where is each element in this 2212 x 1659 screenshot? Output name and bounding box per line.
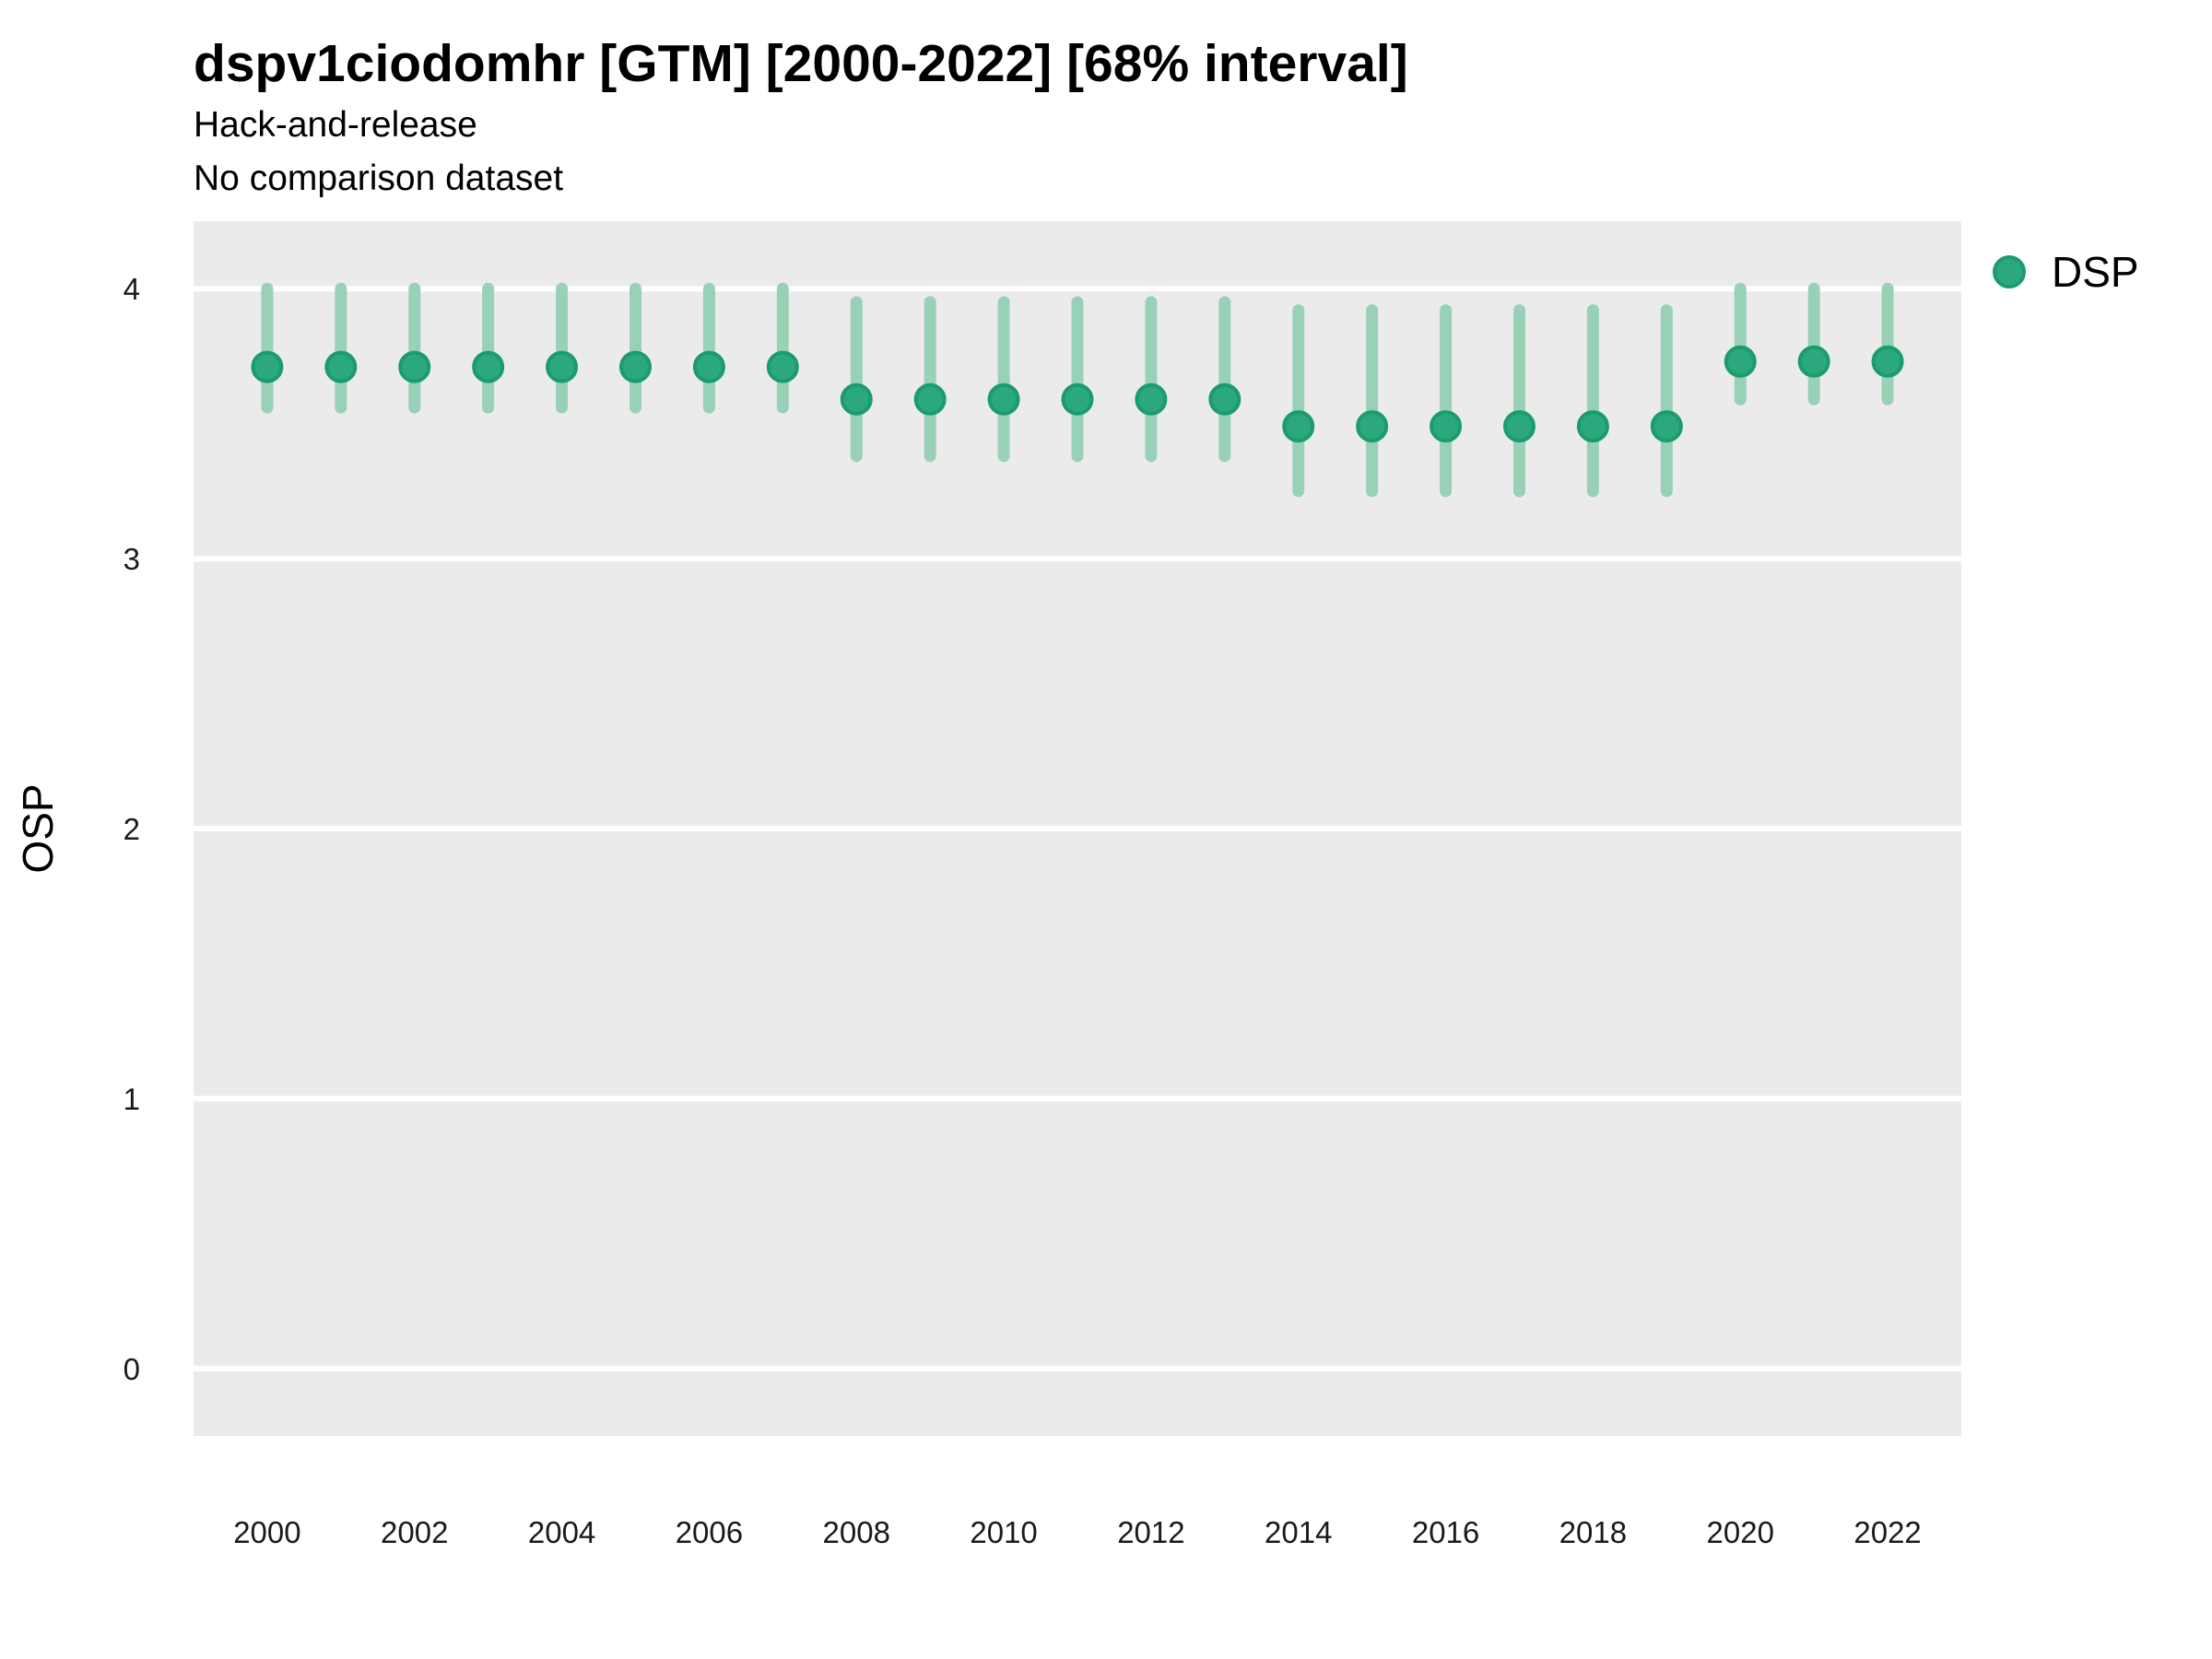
data-point-2001 xyxy=(324,350,358,383)
x-tick-label: 2006 xyxy=(676,1515,743,1549)
x-tick-label: 2000 xyxy=(233,1515,300,1549)
data-point-2021 xyxy=(1797,345,1830,378)
y-tick-label: 0 xyxy=(124,1352,140,1386)
data-point-2003 xyxy=(472,350,505,383)
x-tick-label: 2020 xyxy=(1707,1515,1774,1549)
data-point-2007 xyxy=(766,350,799,383)
data-point-2013 xyxy=(1208,382,1241,416)
legend: DSP xyxy=(1993,251,2139,293)
y-tick-label: 1 xyxy=(124,1082,140,1116)
x-tick-label: 2022 xyxy=(1853,1515,1921,1549)
data-point-2002 xyxy=(398,350,431,383)
data-point-2006 xyxy=(692,350,725,383)
x-tick-label: 2010 xyxy=(970,1515,1037,1549)
y-axis-label: OSP xyxy=(14,783,62,873)
data-point-2005 xyxy=(619,350,652,383)
x-tick-label: 2014 xyxy=(1265,1515,1332,1549)
x-tick-label: 2008 xyxy=(823,1515,890,1549)
data-point-2018 xyxy=(1576,410,1609,443)
chart-subtitle-line1: Hack-and-release xyxy=(194,105,477,145)
data-point-2008 xyxy=(840,382,873,416)
data-point-2019 xyxy=(1650,410,1683,443)
y-tick-label: 2 xyxy=(124,812,140,846)
data-point-2015 xyxy=(1356,410,1389,443)
x-tick-label: 2018 xyxy=(1559,1515,1627,1549)
x-tick-label: 2016 xyxy=(1412,1515,1479,1549)
x-tick-label: 2012 xyxy=(1117,1515,1184,1549)
data-point-2016 xyxy=(1430,410,1463,443)
y-tick-label: 3 xyxy=(124,542,140,576)
data-point-2017 xyxy=(1503,410,1535,443)
data-point-2014 xyxy=(1282,410,1315,443)
data-point-2022 xyxy=(1871,345,1904,378)
data-point-2000 xyxy=(251,350,284,383)
data-point-2011 xyxy=(1061,382,1094,416)
legend-label: DSP xyxy=(2052,248,2139,296)
x-tick-label: 2004 xyxy=(528,1515,595,1549)
data-point-2012 xyxy=(1135,382,1168,416)
y-tick-label: 4 xyxy=(124,272,140,306)
data-point-2004 xyxy=(546,350,579,383)
legend-point-icon xyxy=(1993,255,2026,288)
chart-subtitle-line2: No comparison dataset xyxy=(194,159,564,198)
data-point-2009 xyxy=(913,382,947,416)
x-tick-label: 2002 xyxy=(381,1515,448,1549)
data-point-2020 xyxy=(1724,345,1757,378)
chart-title: dspv1ciodomhr [GTM] [2000-2022] [68% int… xyxy=(194,34,1408,93)
data-point-2010 xyxy=(987,382,1020,416)
